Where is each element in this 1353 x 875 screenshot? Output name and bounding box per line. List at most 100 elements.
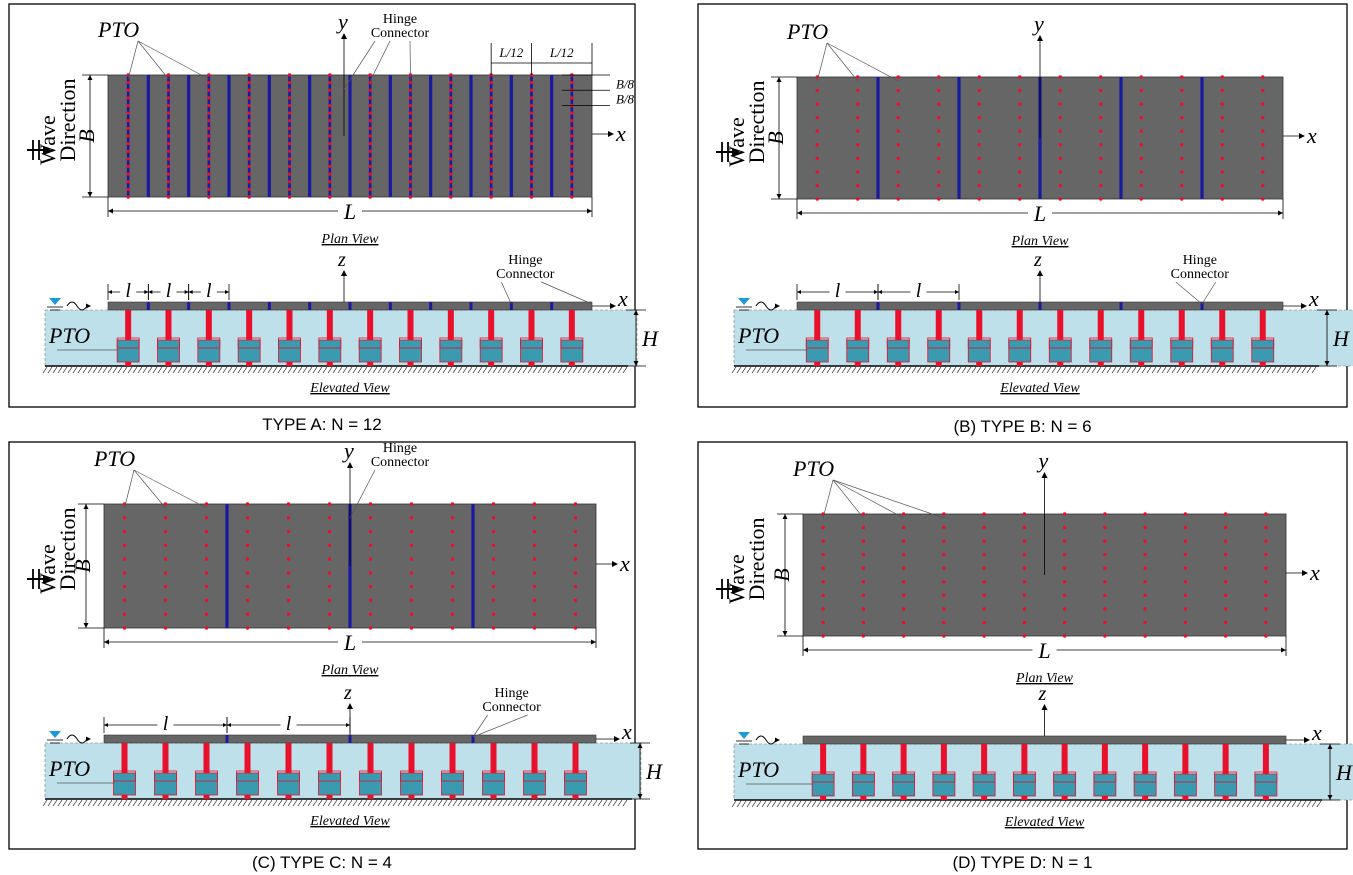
pto-dot — [409, 529, 414, 534]
pto-dot — [896, 115, 900, 120]
seabed-hatch — [1311, 366, 1317, 374]
pto-dot — [1103, 539, 1107, 543]
seabed-hatch — [866, 366, 872, 374]
pto-dot — [491, 584, 496, 589]
water-level-icon — [738, 298, 750, 305]
pto-dot — [207, 157, 211, 161]
pto-dot — [1022, 512, 1027, 516]
pto-dot — [1223, 620, 1228, 625]
hinge-leader — [369, 40, 391, 82]
seabed-hatch — [936, 366, 942, 374]
pto-dot — [166, 103, 171, 108]
seabed-hatch — [232, 799, 238, 807]
pto-dot — [1103, 634, 1107, 638]
seabed-hatch — [1201, 366, 1207, 374]
pto-dot — [1018, 129, 1022, 133]
pto-rod — [326, 310, 333, 340]
arrow-head — [775, 303, 780, 309]
seabed-hatch — [1291, 366, 1297, 374]
seabed-hatch — [602, 799, 608, 807]
pto-dot — [1223, 566, 1228, 570]
seabed-hatch — [926, 800, 932, 808]
seabed-hatch — [57, 366, 63, 374]
seabed-hatch — [517, 799, 523, 807]
pto-dot — [982, 525, 986, 530]
pto-dot — [449, 180, 453, 184]
seabed-hatch — [377, 799, 383, 807]
pto-dot — [489, 111, 493, 115]
pto-dot — [861, 539, 866, 543]
pto-dot — [204, 626, 209, 630]
pto-dot — [1180, 143, 1184, 147]
pto-rod — [940, 744, 947, 774]
pto-dot — [1018, 156, 1022, 161]
pto-dot — [1223, 539, 1228, 543]
pto-rod — [203, 743, 210, 773]
pto-dot — [529, 111, 534, 115]
pto-base — [367, 362, 374, 366]
pto-dot — [529, 134, 534, 138]
seabed-hatch — [452, 366, 458, 374]
seabed-hatch — [781, 366, 787, 374]
seabed-hatch — [432, 799, 438, 807]
arrow-head — [797, 210, 802, 216]
pto-dot — [287, 142, 292, 146]
pto-box — [359, 772, 382, 796]
hinge-leader — [343, 40, 376, 90]
pto-box — [195, 772, 218, 796]
pto-box — [1012, 773, 1036, 797]
pto-box-top — [277, 770, 300, 782]
pto-dot — [1058, 88, 1062, 93]
pto-base — [895, 362, 902, 366]
seabed-hatch — [587, 799, 593, 807]
seabed-hatch — [1046, 800, 1052, 808]
seabed-hatch — [1086, 366, 1092, 374]
pto-dot — [408, 134, 413, 138]
pto-dot — [1183, 566, 1188, 570]
pto-dot — [408, 126, 413, 130]
seabed-hatch — [1281, 800, 1287, 808]
pto-dot — [896, 156, 900, 161]
pto-dot — [1143, 512, 1147, 516]
pto-base — [246, 362, 253, 366]
pto-dot — [368, 557, 373, 561]
pto-dot — [570, 149, 574, 153]
pto-dot — [1183, 539, 1188, 543]
hinge-block — [876, 302, 880, 310]
pto-dot — [491, 529, 496, 534]
pto-box — [805, 339, 829, 363]
pto-dot — [409, 516, 414, 520]
pto-label-plan: PTO — [792, 456, 834, 481]
pto-dot — [1264, 539, 1268, 543]
seabed-hatch — [1306, 800, 1312, 808]
seabed-hatch — [472, 366, 478, 374]
pto-dot — [1183, 512, 1188, 516]
pto-dot — [207, 96, 211, 100]
pto-dot — [286, 612, 291, 616]
seabed-hatch — [352, 799, 358, 807]
small-l-bg — [157, 713, 174, 731]
pto-rod — [1097, 310, 1104, 340]
pto-rod — [125, 310, 132, 340]
pto-dot — [449, 88, 453, 92]
pto-dot — [328, 195, 332, 199]
pto-dot — [207, 88, 211, 92]
pto-dot — [1264, 620, 1268, 625]
pto-dot — [287, 81, 292, 85]
pto-box-top — [886, 337, 910, 349]
pto-dot — [1139, 170, 1143, 174]
arrow-head — [184, 290, 189, 294]
pto-dot — [328, 126, 332, 130]
seabed-hatch — [567, 366, 573, 374]
pto-dot — [942, 607, 946, 611]
hinge-label-elev-2: Connector — [482, 700, 541, 715]
pto-dot — [126, 81, 130, 85]
pto-dot — [1018, 102, 1022, 106]
seabed-hatch — [1056, 366, 1062, 374]
pto-dot — [207, 81, 211, 85]
seabed-hatch — [1131, 366, 1137, 374]
seabed-hatch — [622, 366, 628, 374]
pto-dot — [449, 157, 453, 161]
